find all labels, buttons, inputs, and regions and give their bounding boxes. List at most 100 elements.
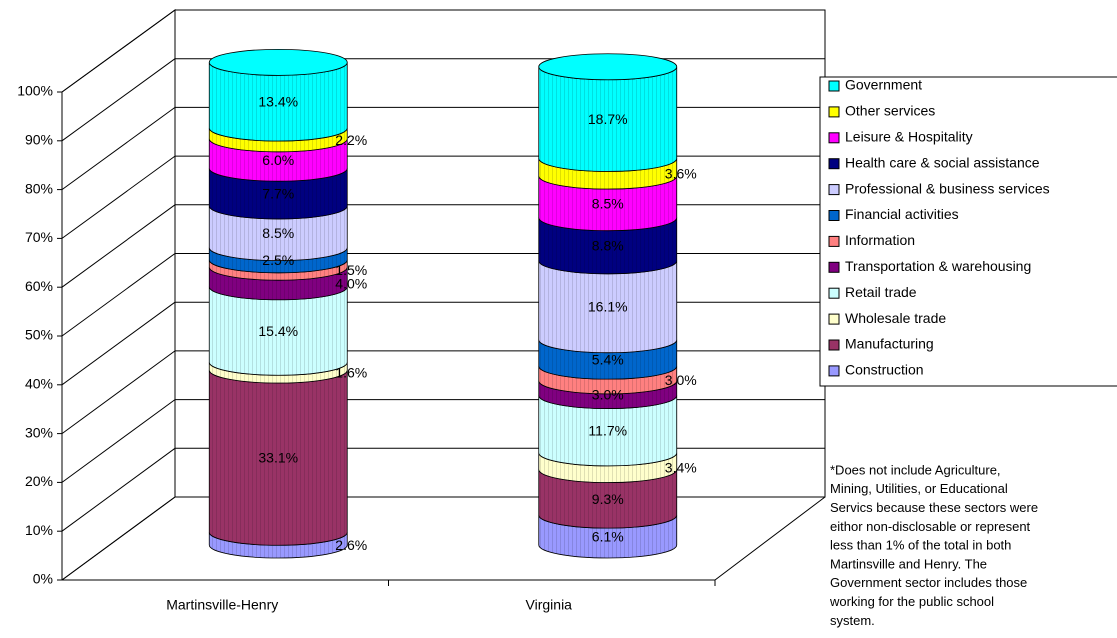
legend-label: Other services xyxy=(845,103,935,119)
y-tick-label: 10% xyxy=(25,522,53,538)
grid-line xyxy=(61,447,176,532)
value-label: 3.0% xyxy=(592,387,624,403)
y-tick-label: 60% xyxy=(25,278,53,294)
grid-line xyxy=(61,350,176,435)
value-label: 3.4% xyxy=(665,460,697,476)
segment-shade xyxy=(209,62,348,142)
segment-shade xyxy=(538,452,677,483)
value-label: 15.4% xyxy=(258,323,298,339)
value-label: 2.6% xyxy=(335,537,367,553)
value-label: 8.5% xyxy=(262,225,294,241)
segment-shade xyxy=(538,176,677,231)
legend-label: Retail trade xyxy=(845,284,917,300)
legend-swatch xyxy=(828,80,840,92)
legend-swatch xyxy=(828,339,840,351)
value-label: 13.4% xyxy=(258,94,298,110)
legend-swatch xyxy=(828,261,840,273)
y-tick-label: 80% xyxy=(25,180,53,196)
y-tick-label: 100% xyxy=(17,83,53,99)
legend-label: Professional & business services xyxy=(845,180,1050,196)
legend-swatch xyxy=(828,287,840,299)
legend-swatch xyxy=(828,132,840,144)
legend-label: Health care & social assistance xyxy=(845,154,1040,170)
value-label: 3.6% xyxy=(665,166,697,182)
value-label: 33.1% xyxy=(258,450,298,466)
legend-label: Construction xyxy=(845,362,924,378)
legend-label: Government xyxy=(845,77,922,93)
segment-shade xyxy=(538,469,677,529)
segment-shade xyxy=(538,395,677,466)
legend-label: Financial activities xyxy=(845,206,959,222)
segment-shade xyxy=(209,532,348,558)
segment-shade xyxy=(538,339,677,380)
footnote-line: *Does not include Agriculture, xyxy=(830,462,1001,477)
grid-line xyxy=(61,9,176,93)
segment-shade xyxy=(538,380,677,409)
y-tick-label: 40% xyxy=(25,376,53,392)
value-label: 2.5% xyxy=(262,252,294,268)
segment-shade xyxy=(209,128,348,152)
segment-shade xyxy=(209,168,348,219)
value-label: 3.0% xyxy=(665,372,697,388)
footnote-line: eithor non-disclosable or represent xyxy=(830,519,1031,534)
y-tick-label: 0% xyxy=(33,571,53,587)
value-label: 6.1% xyxy=(592,529,624,545)
segment-shade xyxy=(209,205,348,261)
legend-swatch xyxy=(828,365,840,377)
value-label: 8.8% xyxy=(592,238,624,254)
value-label: 11.7% xyxy=(588,423,627,439)
legend-swatch xyxy=(828,106,840,118)
legend-box xyxy=(819,76,1117,387)
legend-swatch xyxy=(828,235,840,247)
y-tick-label: 20% xyxy=(25,473,53,489)
value-label: 16.1% xyxy=(588,299,628,315)
grid-line xyxy=(61,155,176,239)
legend-label: Leisure & Hospitality xyxy=(845,129,973,145)
grid-line xyxy=(61,58,176,142)
legend-swatch xyxy=(828,313,840,325)
segment-shade xyxy=(209,286,348,376)
grid-line xyxy=(61,106,176,191)
segment-shade xyxy=(538,515,677,558)
footnote-line: less than 1% of the total in both xyxy=(830,538,1011,553)
y-tick-label: 30% xyxy=(25,424,53,440)
value-label: 1.6% xyxy=(335,365,367,381)
value-label: 6.0% xyxy=(262,152,294,168)
footnote-line: system. xyxy=(830,613,875,628)
footnote-line: Martinsville and Henry. The xyxy=(830,556,987,571)
legend-label: Wholesale trade xyxy=(845,310,946,326)
grid-line xyxy=(61,399,176,483)
segment-shade xyxy=(209,247,348,273)
legend-swatch xyxy=(828,158,840,170)
segment-shade xyxy=(209,138,348,182)
cylinder-top xyxy=(538,53,678,81)
segment-shade xyxy=(538,217,677,274)
footnote-line: working for the public school xyxy=(829,594,994,609)
segment-shade xyxy=(209,259,348,281)
legend-label: Information xyxy=(845,232,915,248)
legend-swatch xyxy=(828,184,840,196)
footnote-line: Servics because these sectors were xyxy=(830,500,1038,515)
value-label: 18.7% xyxy=(588,111,628,127)
value-label: 1.5% xyxy=(335,262,367,278)
segment-shade xyxy=(538,158,677,190)
segment-shade xyxy=(209,370,348,546)
value-label: 9.3% xyxy=(592,491,624,507)
grid-line xyxy=(61,204,176,288)
value-label: 8.5% xyxy=(592,195,624,211)
floor xyxy=(62,496,826,581)
legend-label: Transportation & warehousing xyxy=(845,258,1031,274)
y-tick-label: 70% xyxy=(25,229,53,245)
segment-shade xyxy=(209,267,348,300)
x-tick-label: Virginia xyxy=(526,597,573,613)
footnote-line: Mining, Utilities, or Educational xyxy=(830,481,1008,496)
segment-shade xyxy=(538,260,677,353)
value-label: 5.4% xyxy=(592,351,624,367)
grid-line xyxy=(61,253,176,337)
value-label: 7.7% xyxy=(262,186,294,202)
grid-line xyxy=(61,301,176,386)
grid-line xyxy=(61,496,176,581)
y-tick-label: 50% xyxy=(25,327,53,343)
footnote-line: Government sector includes those xyxy=(830,575,1027,590)
